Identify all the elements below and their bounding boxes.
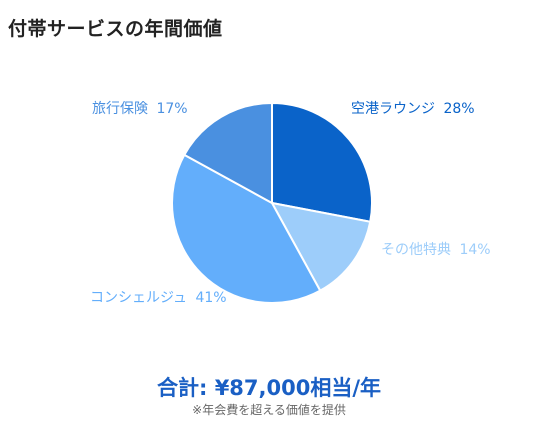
pie-chart: 空港ラウンジ 28% その他特典 14% コンシェルジュ 41% 旅行保険 17… (90, 101, 491, 306)
slice-label-lounge: 空港ラウンジ 28% (351, 101, 475, 117)
total-value: 合計: ¥87,000相当/年 (156, 376, 382, 400)
pie-slice-other (270, 201, 372, 292)
slice-label-concierge: コンシェルジュ 41% (90, 290, 227, 306)
value-note: ※年会費を超える価値を提供 (192, 403, 346, 417)
pie-slice-lounge (271, 101, 373, 223)
pie-slice-concierge (170, 153, 322, 305)
slice-label-other: その他特典 14% (381, 242, 491, 258)
pie-slice-insurance (183, 101, 273, 205)
slice-label-insurance: 旅行保険 17% (92, 101, 188, 117)
chart-title: 付帯サービスの年間価値 (8, 18, 223, 40)
